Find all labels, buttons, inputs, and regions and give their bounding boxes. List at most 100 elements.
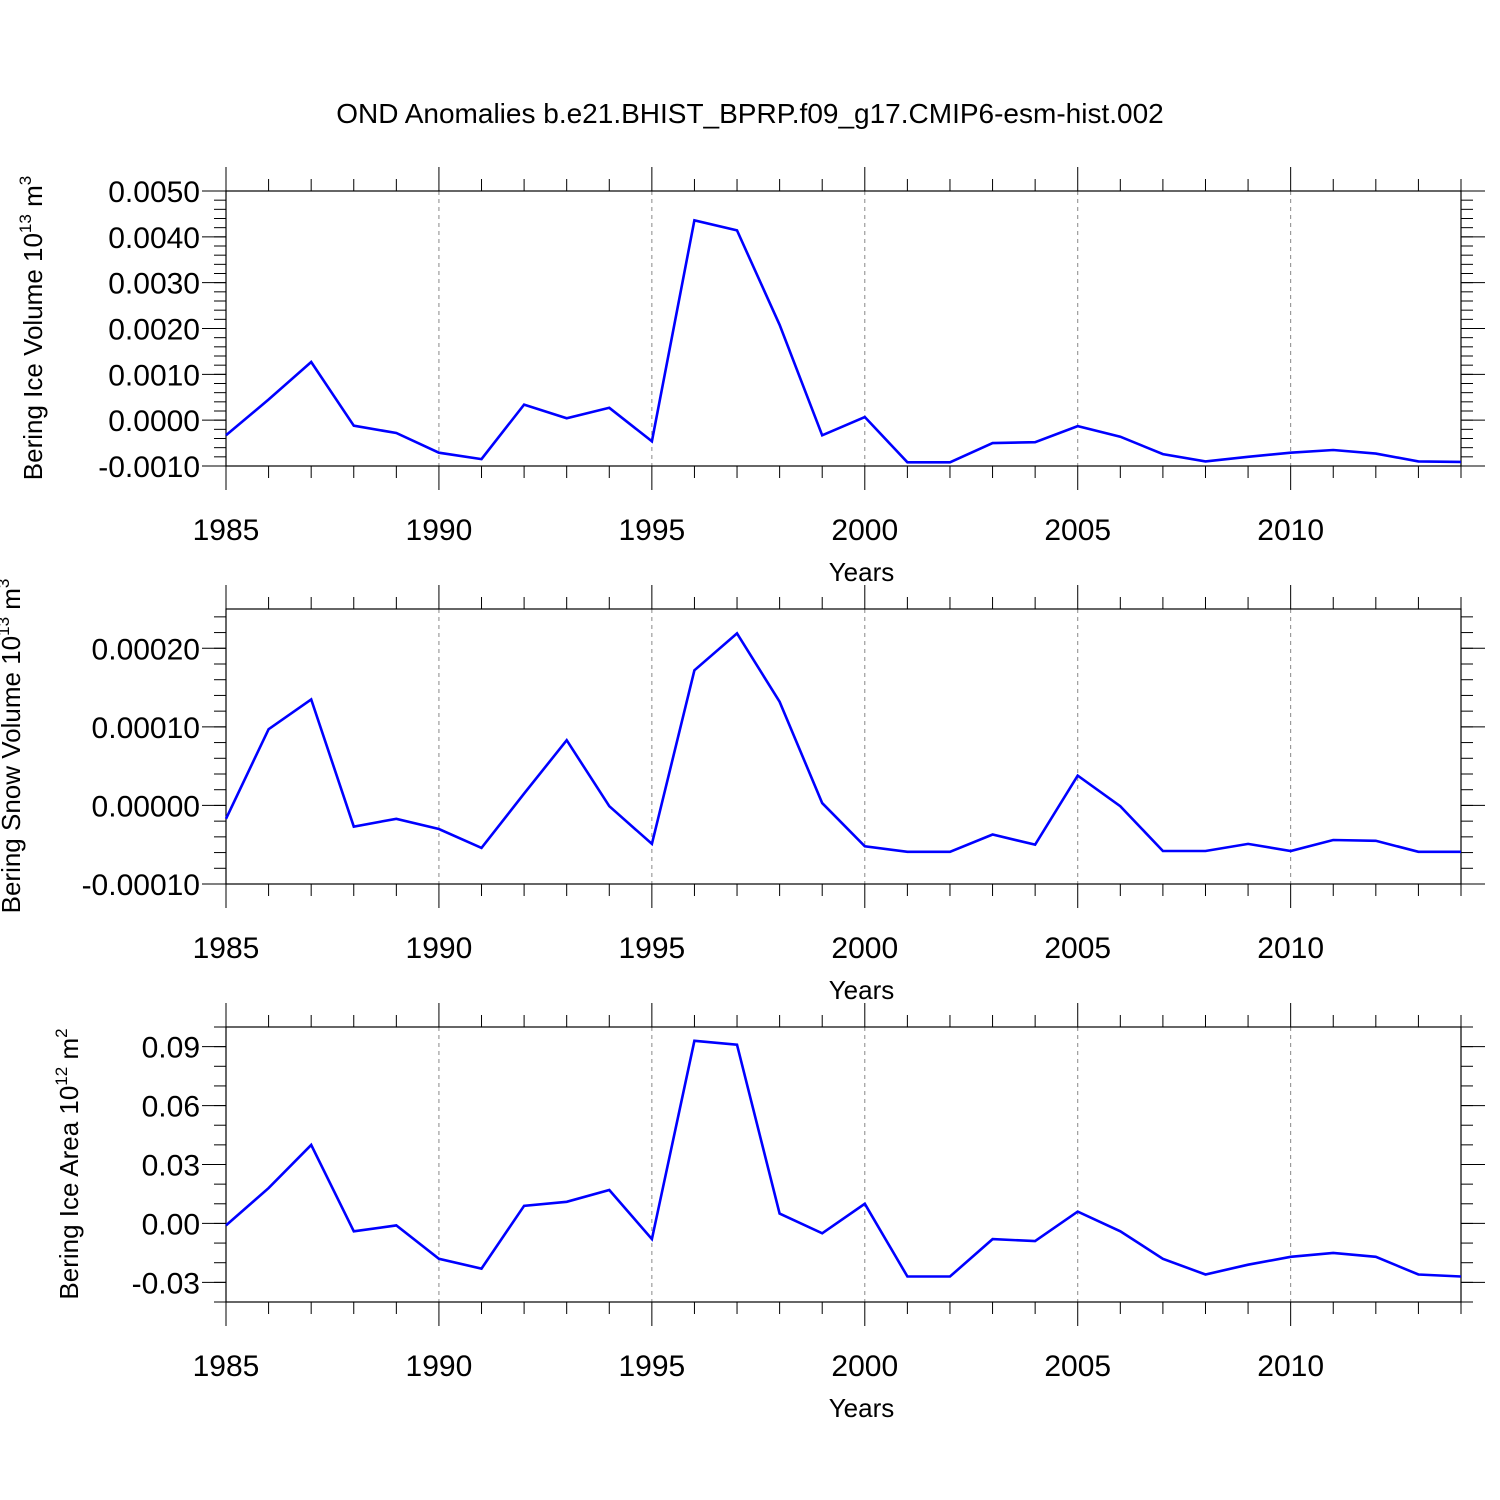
snow-volume-data-point	[1203, 849, 1207, 853]
snow-volume-data-point	[905, 850, 909, 854]
snow-volume-data-point	[522, 792, 526, 796]
plot-frame	[225, 608, 1462, 885]
ice-volume-data-point	[309, 360, 313, 364]
ice-volume-data-point	[394, 431, 398, 435]
y-axis-title-part: Bering Ice Area 10	[54, 1086, 84, 1300]
ice-area-data-point	[1459, 1274, 1463, 1278]
ice-volume-data-point	[1289, 451, 1293, 455]
ice-volume-data-point	[1374, 452, 1378, 456]
ice-area-data-point	[1203, 1273, 1207, 1277]
ice-area-data-point	[735, 1043, 739, 1047]
x-tick-label: 1985	[193, 514, 260, 547]
y-axis-title-superscript: 13	[16, 214, 35, 233]
ice-area-data-point	[480, 1267, 484, 1271]
snow-volume-panel: 0.00020 0.00010 0.00000 -0.00010 1985 1990 199…	[0, 579, 1485, 1005]
y-axis-title-superscript: 3	[0, 579, 13, 588]
x-tick-label: 1995	[618, 1350, 685, 1383]
ice-volume-data-point	[607, 406, 611, 410]
snow-volume-data-point	[224, 817, 228, 821]
snow-volume-data-point	[480, 846, 484, 850]
x-axis-title: Years	[829, 557, 895, 587]
x-tick-label: 1995	[618, 932, 685, 965]
snow-volume-data-point	[820, 801, 824, 805]
ice-area-data-point	[1416, 1273, 1420, 1277]
ice-volume-data-point	[778, 323, 782, 327]
snow-volume-data-point	[1374, 839, 1378, 843]
ice-area-data-point	[1076, 1210, 1080, 1214]
y-axis-title: Bering Ice Volume 1013 m3	[16, 176, 48, 480]
ice-area-data-point	[991, 1237, 995, 1241]
y-tick-label: 0.06	[142, 1091, 200, 1124]
y-tick-label: 0.09	[142, 1032, 200, 1065]
ice-area-data-point	[863, 1202, 867, 1206]
y-axis-title-part: m	[54, 1038, 84, 1067]
ice-area-data-point	[352, 1229, 356, 1233]
snow-volume-data-point	[1459, 850, 1463, 854]
ice-volume-data-point	[692, 218, 696, 222]
ice-volume-data-point	[1033, 440, 1037, 444]
snow-volume-data-point	[1246, 842, 1250, 846]
ice-volume-data-point	[224, 433, 228, 437]
y-tick-label: 0.0030	[108, 268, 200, 301]
y-tick-label: 0.0050	[108, 176, 200, 209]
y-axis-title-superscript: 2	[52, 1028, 71, 1037]
snow-volume-data-point	[650, 842, 654, 846]
ice-area-data-point	[607, 1188, 611, 1192]
ice-area-data-point	[309, 1143, 313, 1147]
ice-volume-data-point	[863, 415, 867, 419]
y-tick-label: 0.0040	[108, 222, 200, 255]
snow-volume-data-point	[267, 727, 271, 731]
ice-volume-data-point	[352, 424, 356, 428]
ice-volume-data-point	[437, 451, 441, 455]
snow-volume-data-point	[991, 833, 995, 837]
x-tick-label: 2010	[1257, 932, 1324, 965]
ice-volume-data-point	[1331, 448, 1335, 452]
y-tick-label: 0.0000	[108, 405, 200, 438]
ice-volume-data-point	[1416, 459, 1420, 463]
y-axis-title-part: Bering Snow Volume 10	[0, 636, 26, 914]
ice-area-series-line	[225, 1039, 1462, 1278]
snow-volume-data-point	[1416, 850, 1420, 854]
x-tick-label: 2000	[831, 514, 898, 547]
ice-area-data-point	[1289, 1255, 1293, 1259]
x-tick-label: 1985	[193, 932, 260, 965]
y-tick-label: 0.0010	[108, 359, 200, 392]
x-tick-label: 1990	[406, 932, 473, 965]
y-tick-label: -0.03	[132, 1267, 200, 1300]
y-axis-title: Bering Snow Volume 1013 m3	[0, 579, 26, 914]
snow-volume-data-point	[565, 738, 569, 742]
ice-volume-data-point	[1246, 455, 1250, 459]
ice-volume-data-point	[522, 403, 526, 407]
snow-volume-data-point	[778, 700, 782, 704]
x-tick-label: 1995	[618, 514, 685, 547]
snow-volume-data-point	[309, 697, 313, 701]
ice-volume-data-point	[1118, 435, 1122, 439]
ice-area-data-point	[267, 1186, 271, 1190]
ice-area-data-point	[778, 1212, 782, 1216]
ice-area-data-point	[905, 1274, 909, 1278]
ice-area-data-point	[1118, 1229, 1122, 1233]
x-tick-label: 2000	[831, 1350, 898, 1383]
y-tick-label: 0.0020	[108, 314, 200, 347]
ice-volume-data-point	[991, 441, 995, 445]
snow-volume-data-point	[1033, 843, 1037, 847]
x-tick-label: 1990	[406, 514, 473, 547]
y-tick-label: 0.03	[142, 1150, 200, 1183]
ice-area-data-point	[1033, 1239, 1037, 1243]
x-tick-label: 1990	[406, 1350, 473, 1383]
ice-volume-data-point	[650, 439, 654, 443]
x-tick-label: 2000	[831, 932, 898, 965]
ice-area-data-point	[948, 1274, 952, 1278]
x-tick-label: 2010	[1257, 1350, 1324, 1383]
x-tick-label: 2005	[1044, 932, 1111, 965]
y-axis-title-part: Bering Ice Volume 10	[18, 233, 48, 480]
x-tick-label: 2010	[1257, 514, 1324, 547]
ice-volume-data-point	[1161, 452, 1165, 456]
ice-area-data-point	[224, 1223, 228, 1227]
ice-volume-data-point	[480, 457, 484, 461]
y-tick-label: -0.0010	[98, 451, 200, 484]
ice-area-data-point	[820, 1231, 824, 1235]
y-axis-title-superscript: 3	[16, 176, 35, 185]
y-tick-label: -0.00010	[82, 869, 200, 902]
